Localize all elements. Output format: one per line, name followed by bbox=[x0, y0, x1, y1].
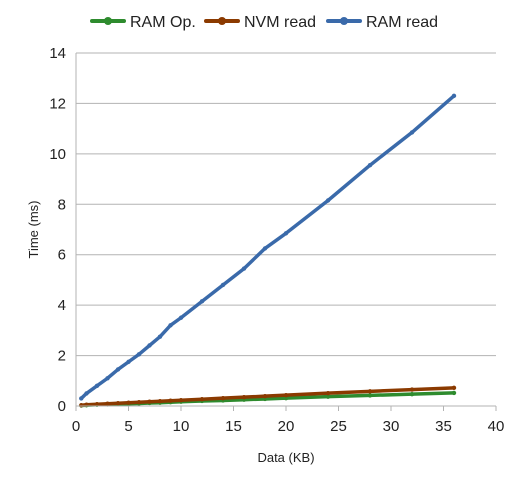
data-point-ram-read bbox=[79, 396, 84, 401]
data-point-ram-read bbox=[84, 391, 89, 396]
data-point-nvm-read bbox=[157, 399, 163, 404]
data-point-nvm-read bbox=[79, 403, 84, 408]
data-point-nvm-read bbox=[367, 389, 373, 394]
data-point-ram-read bbox=[367, 163, 373, 168]
x-tick-label: 40 bbox=[488, 418, 505, 435]
legend-label: RAM read bbox=[366, 14, 438, 31]
x-tick-label: 15 bbox=[225, 418, 242, 435]
legend-label: NVM read bbox=[244, 14, 316, 31]
data-point-ram-op bbox=[367, 393, 373, 398]
x-tick-label: 30 bbox=[383, 418, 400, 435]
data-point-ram-read bbox=[325, 198, 331, 203]
y-tick-label: 12 bbox=[49, 95, 66, 112]
x-tick-label: 5 bbox=[124, 418, 132, 435]
data-point-nvm-read bbox=[136, 400, 142, 405]
data-point-nvm-read bbox=[325, 390, 331, 396]
legend-swatch-marker bbox=[218, 17, 226, 25]
y-tick-labels: 0 2 4 6 8 10 12 14 bbox=[49, 45, 66, 415]
data-point-ram-read bbox=[136, 352, 142, 357]
data-point-ram-read bbox=[168, 323, 173, 328]
data-point-nvm-read bbox=[105, 401, 110, 406]
data-point-nvm-read bbox=[241, 394, 247, 400]
data-point-ram-read bbox=[157, 334, 163, 339]
data-point-nvm-read bbox=[220, 395, 226, 401]
data-point-ram-read bbox=[105, 376, 110, 381]
data-point-ram-op bbox=[409, 391, 415, 397]
y-tick-label: 8 bbox=[58, 196, 66, 213]
data-point-ram-read bbox=[147, 343, 152, 348]
data-point-nvm-read bbox=[94, 402, 100, 407]
data-point-nvm-read bbox=[178, 398, 184, 403]
x-tick-label: 20 bbox=[278, 418, 295, 435]
data-point-ram-read bbox=[220, 282, 226, 288]
series-group bbox=[79, 93, 457, 408]
grid-lines bbox=[76, 52, 496, 407]
data-point-ram-op bbox=[451, 390, 457, 396]
x-tick-labels: 0 5 10 15 20 25 30 35 40 bbox=[72, 406, 505, 435]
data-point-nvm-read bbox=[147, 399, 152, 404]
x-tick-label: 35 bbox=[435, 418, 452, 435]
data-point-ram-read bbox=[115, 367, 121, 372]
data-point-ram-read bbox=[178, 315, 184, 320]
data-point-ram-op bbox=[325, 394, 331, 399]
x-tick-label: 25 bbox=[330, 418, 347, 435]
y-tick-label: 4 bbox=[58, 297, 66, 314]
legend-item-ram-read: RAM read bbox=[326, 14, 438, 31]
series-ram-op bbox=[79, 390, 457, 408]
y-tick-label: 0 bbox=[58, 398, 66, 415]
data-point-nvm-read bbox=[115, 401, 121, 406]
data-point-ram-read bbox=[126, 359, 131, 365]
data-point-ram-op bbox=[283, 395, 289, 401]
data-point-nvm-read bbox=[409, 387, 415, 392]
y-tick-label: 2 bbox=[58, 348, 66, 365]
y-tick-label: 14 bbox=[49, 45, 66, 62]
data-point-nvm-read bbox=[126, 400, 131, 405]
data-point-ram-read bbox=[94, 383, 100, 389]
series-line-ram-read bbox=[79, 94, 456, 401]
data-point-ram-read bbox=[451, 93, 457, 99]
data-point-ram-read bbox=[241, 266, 247, 271]
x-tick-label: 10 bbox=[173, 418, 190, 435]
legend-item-nvm-read: NVM read bbox=[204, 14, 316, 31]
data-point-ram-read bbox=[283, 231, 289, 236]
legend-item-ram-op: RAM Op. bbox=[90, 14, 196, 31]
series-ram-read bbox=[79, 93, 457, 401]
data-point-nvm-read bbox=[451, 385, 457, 391]
legend-swatch-marker bbox=[340, 17, 348, 25]
y-tick-label: 10 bbox=[49, 146, 66, 163]
data-point-nvm-read bbox=[199, 396, 205, 402]
data-point-nvm-read bbox=[168, 398, 173, 403]
x-axis-title: Data (KB) bbox=[257, 450, 314, 465]
data-point-ram-read bbox=[199, 299, 205, 304]
y-tick-label: 6 bbox=[58, 247, 66, 264]
data-point-ram-read bbox=[409, 130, 415, 135]
legend-swatch-marker bbox=[104, 17, 112, 25]
data-point-nvm-read bbox=[283, 392, 289, 398]
y-axis-title: Time (ms) bbox=[26, 200, 41, 258]
legend: RAM Op. NVM read RAM read bbox=[90, 14, 438, 31]
x-tick-label: 0 bbox=[72, 418, 80, 435]
data-point-ram-read bbox=[262, 246, 268, 251]
data-point-nvm-read bbox=[262, 393, 268, 399]
legend-label: RAM Op. bbox=[130, 14, 196, 31]
